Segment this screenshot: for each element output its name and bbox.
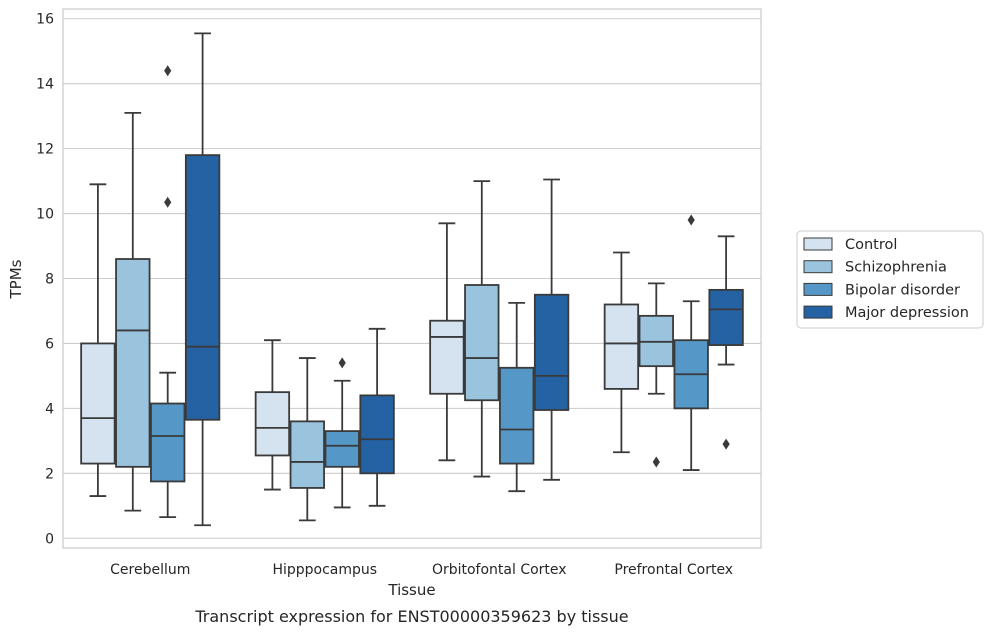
outlier-point <box>338 357 346 369</box>
outlier-point <box>652 456 660 468</box>
x-axis-label: Tissue <box>387 581 435 599</box>
iqr-box <box>499 366 535 465</box>
legend-item-schizophrenia: Schizophrenia <box>803 260 947 276</box>
iqr-box <box>708 288 744 346</box>
iqr-box <box>429 319 465 395</box>
legend-label: Schizophrenia <box>845 260 947 276</box>
y-tick-label: 4 <box>45 401 54 417</box>
box-plot-boxes <box>80 32 744 527</box>
y-tick-label: 16 <box>36 12 54 28</box>
box-prefrontal-cortex-schizophrenia <box>638 282 674 468</box>
box-cerebellum-control <box>80 183 116 497</box>
outlier-point <box>164 65 172 77</box>
box-cerebellum-bipolar-disorder <box>150 65 186 519</box>
y-tick-label: 2 <box>45 466 54 482</box>
legend-label: Bipolar disorder <box>845 282 960 298</box>
box-orbitofontal-cortex-major-depression <box>533 178 570 481</box>
x-tick-label-hipppocampus: Hipppocampus <box>272 562 377 578</box>
iqr-box <box>464 284 500 402</box>
box-hipppocampus-control <box>254 339 291 491</box>
box-orbitofontal-cortex-bipolar-disorder <box>499 301 535 493</box>
iqr-box <box>359 394 395 475</box>
box-prefrontal-cortex-control <box>603 251 640 454</box>
y-tick-label: 0 <box>45 531 54 547</box>
iqr-box <box>324 430 360 468</box>
x-tick-label-orbitofontal-cortex: Orbitofontal Cortex <box>432 562 567 578</box>
box-orbitofontal-cortex-control <box>429 222 465 462</box>
iqr-box <box>603 303 640 390</box>
y-tick-label: 14 <box>36 77 54 93</box>
legend-item-bipolar-disorder: Bipolar disorder <box>803 282 960 298</box>
y-axis-label: TPMs <box>7 259 25 299</box>
y-tick-label: 6 <box>45 336 54 352</box>
iqr-box <box>533 293 570 411</box>
box-hipppocampus-schizophrenia <box>289 357 325 522</box>
box-cerebellum-schizophrenia <box>115 112 151 512</box>
plot-frame <box>62 8 762 549</box>
legend-label: Control <box>845 237 897 253</box>
legend-swatch <box>803 260 833 274</box>
legend-item-major-depression: Major depression <box>803 305 969 321</box>
box-prefrontal-cortex-major-depression <box>708 235 744 450</box>
box-hipppocampus-major-depression <box>359 327 395 507</box>
legend: Control Schizophrenia Bipolar disorder Majo… <box>796 230 984 329</box>
legend-swatch <box>803 305 833 319</box>
y-tick-labels: 0 2 4 6 8 10 12 14 16 <box>36 12 54 548</box>
iqr-box <box>80 342 116 465</box>
outlier-point <box>164 196 172 208</box>
box-cerebellum-major-depression <box>184 32 221 527</box>
iqr-box <box>115 258 151 468</box>
x-tick-label-cerebellum: Cerebellum <box>110 562 190 578</box>
y-tick-label: 8 <box>45 272 54 288</box>
legend-swatch <box>803 282 833 296</box>
box-hipppocampus-bipolar-disorder <box>324 357 360 509</box>
y-tick-label: 12 <box>36 142 54 158</box>
iqr-box <box>254 391 291 457</box>
iqr-box <box>184 154 221 421</box>
legend-item-control: Control <box>803 237 897 253</box>
box-orbitofontal-cortex-schizophrenia <box>464 180 500 478</box>
box-prefrontal-cortex-bipolar-disorder <box>673 214 709 471</box>
iqr-box <box>150 402 186 483</box>
x-tick-labels: Cerebellum Hipppocampus Orbitofontal Corte… <box>110 562 733 578</box>
outlier-point <box>722 438 730 450</box>
iqr-box <box>289 420 325 489</box>
outlier-point <box>687 214 695 226</box>
legend-swatch <box>803 237 833 251</box>
legend-label: Major depression <box>845 305 969 321</box>
legend-frame <box>796 230 984 329</box>
x-tick-label-prefrontal-cortex: Prefrontal Cortex <box>614 562 733 578</box>
chart-caption: Transcript expression for ENST0000035962… <box>194 607 628 626</box>
y-tick-label: 10 <box>36 207 54 223</box>
